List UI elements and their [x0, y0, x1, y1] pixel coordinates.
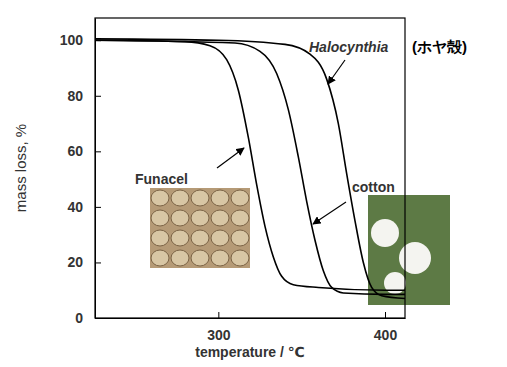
lines	[95, 39, 405, 299]
x-axis-line	[96, 318, 406, 319]
y-tick: 100	[60, 32, 101, 48]
series-label: Funacel	[135, 171, 188, 187]
photo-wood-log	[171, 190, 189, 206]
x-tick: 300	[207, 312, 231, 343]
photo-wood-log	[211, 210, 229, 226]
y-axis-title: mass loss, %	[12, 124, 29, 212]
y-axis-line	[95, 19, 96, 319]
series-line	[95, 39, 405, 299]
photo-wood-log	[171, 210, 189, 226]
photo-cotton-boll	[371, 219, 399, 247]
y-tick-label: 80	[67, 88, 83, 104]
series-line	[95, 40, 405, 290]
y-tick-mark	[95, 262, 101, 263]
photo-wood-log	[191, 250, 209, 266]
label-arrow	[328, 60, 345, 84]
y-tick-mark	[95, 40, 101, 41]
photo-cotton-bg	[368, 195, 450, 305]
x-tick-label: 300	[207, 327, 231, 343]
y-tick: 40	[67, 199, 101, 215]
photo-wood-log	[231, 230, 249, 246]
photo-wood-log	[191, 210, 209, 226]
y-tick-label: 40	[67, 199, 83, 215]
photo-wood-log	[171, 230, 189, 246]
y-tick-label: 0	[75, 310, 83, 326]
y-tick: 0	[75, 310, 101, 326]
y-tick: 60	[67, 143, 101, 159]
y-tick: 20	[67, 254, 101, 270]
photo-cotton	[368, 195, 450, 305]
y-tick-mark	[95, 96, 101, 97]
label-arrow	[217, 148, 244, 168]
photo-wood-log	[231, 190, 249, 206]
photo-wood-log	[151, 230, 169, 246]
y-axis: 0 20 40 60 80 100	[60, 19, 101, 326]
photo-wood-log	[231, 250, 249, 266]
photo-wood	[150, 188, 250, 268]
x-tick: 400	[374, 312, 398, 343]
x-axis: 300 400	[96, 312, 406, 343]
photo-wood-log	[211, 250, 229, 266]
x-tick-label: 400	[374, 327, 398, 343]
x-tick-mark	[218, 312, 219, 318]
x-tick-mark	[385, 312, 386, 318]
series-line	[95, 40, 405, 294]
chart: 0 20 40 60 80 100 300 400 Funacel cotton Halocynth…	[0, 0, 507, 367]
y-tick-mark	[95, 151, 101, 152]
series-label: Halocynthia	[309, 39, 389, 55]
plot-frame	[95, 18, 405, 318]
photo-wood-log	[191, 230, 209, 246]
x-axis-title: temperature / ℃	[195, 344, 305, 360]
plot: 0 20 40 60 80 100 300 400 Funacel cotton Halocynth…	[60, 18, 450, 343]
photo-wood-bg	[150, 188, 250, 268]
series-label: cotton	[352, 179, 395, 195]
annotation: (ホヤ殻)	[412, 38, 467, 55]
photo-wood-log	[151, 190, 169, 206]
labels: Funacel cotton Halocynthia	[135, 39, 395, 224]
y-tick-label: 60	[67, 143, 83, 159]
photo-wood-log	[231, 210, 249, 226]
photo-wood-log	[211, 190, 229, 206]
y-tick-mark	[95, 207, 101, 208]
photo-wood-log	[151, 250, 169, 266]
photo-wood-log	[171, 250, 189, 266]
y-tick-label: 20	[67, 254, 83, 270]
photo-wood-log	[151, 210, 169, 226]
photo-wood-log	[211, 230, 229, 246]
photo-cotton-boll	[399, 242, 431, 274]
y-tick: 80	[67, 88, 101, 104]
y-tick-label: 100	[60, 32, 84, 48]
photo-wood-log	[191, 190, 209, 206]
label-arrow	[313, 202, 346, 224]
